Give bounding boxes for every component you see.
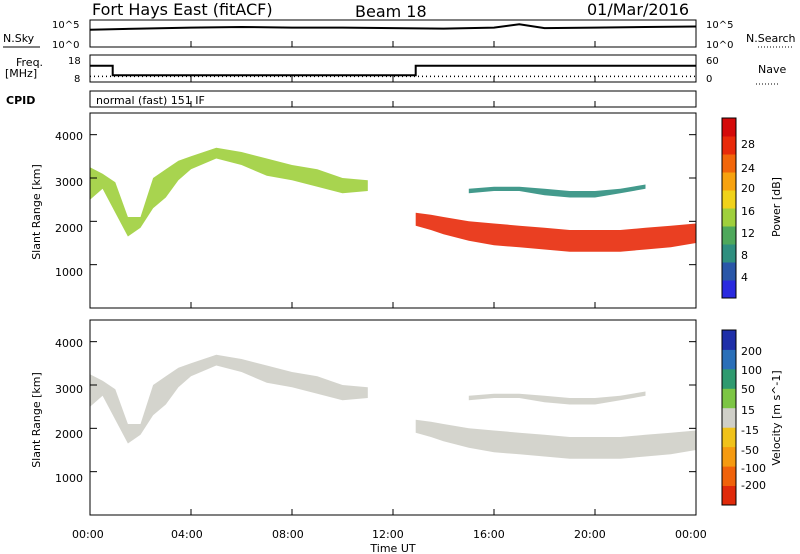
xtick-0: 00:00 [72, 528, 104, 541]
radar-title: Fort Hays East (fitACF) [92, 0, 273, 19]
freq-tick-top: 18 [68, 56, 81, 67]
power-cbar-swatch-9 [722, 118, 736, 137]
velocity-colorbar-border [721, 329, 737, 506]
velocity-cbar-swatch-7 [722, 349, 736, 370]
power-cbar-tick-16: 16 [741, 205, 755, 218]
velocity-cbar-swatch-2 [722, 446, 736, 467]
power-ytick-3000: 3000 [55, 176, 83, 189]
nave-tick-bottom: 0 [706, 74, 712, 85]
nave-label: Nave [758, 63, 786, 76]
power-cbar-tick-24: 24 [741, 162, 755, 175]
velocity-ylabel: Slant Range [km] [30, 372, 43, 468]
cpid-text: normal (fast) 151 IF [96, 94, 205, 107]
power-panel-frame [89, 112, 697, 309]
power-heatmap [90, 147, 696, 252]
power-colorbar-border [721, 117, 737, 299]
x-axis-label: Time UT [369, 542, 415, 554]
xtick-3: 12:00 [372, 528, 404, 541]
power-cbar-swatch-2 [722, 244, 736, 263]
power-cbar-tick-12: 12 [741, 227, 755, 240]
velocity-colorbar [722, 330, 736, 506]
power-data-band-1 [415, 212, 696, 252]
velocity-cbar-swatch-0 [722, 485, 736, 506]
velocity-ytick-4000: 4000 [55, 337, 83, 350]
velocity-data-band-0 [90, 354, 368, 444]
velocity-cbar-label: Velocity [m s^-1] [770, 370, 783, 465]
velocity-cbar-tick-minus50: -50 [741, 444, 759, 457]
power-cbar-swatch-7 [722, 154, 736, 173]
velocity-cbar-swatch-8 [722, 330, 736, 350]
freq-label-line1: Freq. [16, 56, 43, 69]
power-ytick-1000: 1000 [55, 266, 83, 279]
nave-tick-top: 60 [706, 56, 719, 67]
power-cbar-swatch-1 [722, 262, 736, 281]
velocity-cbar-tick-minus200: -200 [741, 479, 766, 492]
velocity-cbar-swatch-3 [722, 427, 736, 448]
power-cbar-swatch-8 [722, 136, 736, 155]
power-cbar-tick-28: 28 [741, 138, 755, 151]
velocity-ytick-1000: 1000 [55, 472, 83, 485]
xtick-6: 00:00 [675, 528, 707, 541]
velocity-cbar-swatch-6 [722, 368, 736, 389]
power-colorbar [722, 118, 736, 299]
velocity-cbar-tick-minus100: -100 [741, 462, 766, 475]
xtick-2: 08:00 [272, 528, 304, 541]
nsky-tick-bottom: 10^0 [52, 40, 79, 51]
power-cbar-swatch-5 [722, 190, 736, 209]
freq-tick-bottom: 8 [74, 74, 80, 85]
axis-ticks [89, 41, 697, 515]
power-cbar-swatch-3 [722, 226, 736, 245]
velocity-panel-frame [89, 319, 697, 516]
velocity-cbar-tick-15: 15 [741, 404, 755, 417]
freq-series-line [90, 64, 696, 77]
nsearch-label: N.Search [746, 32, 796, 45]
power-cbar-tick-8: 8 [741, 249, 748, 262]
velocity-heatmap [90, 354, 696, 459]
power-ytick-4000: 4000 [55, 130, 83, 143]
velocity-cbar-swatch-5 [722, 388, 736, 409]
power-ylabel: Slant Range [km] [30, 164, 43, 260]
nsky-label: N.Sky [3, 32, 35, 45]
nsearch-tick-top: 10^5 [706, 20, 733, 31]
xtick-1: 04:00 [171, 528, 203, 541]
power-cbar-swatch-6 [722, 172, 736, 191]
velocity-data-band-1 [415, 419, 696, 459]
freq-label-line2: [MHz] [5, 67, 37, 80]
xtick-5: 20:00 [574, 528, 606, 541]
nsearch-tick-bottom: 10^0 [706, 40, 733, 51]
velocity-cbar-tick-minus15: -15 [741, 424, 759, 437]
velocity-cbar-tick-200: 200 [741, 345, 762, 358]
velocity-cbar-swatch-4 [722, 407, 736, 428]
power-ytick-2000: 2000 [55, 222, 83, 235]
velocity-data-band-2 [468, 391, 646, 405]
date-label: 01/Mar/2016 [587, 0, 689, 19]
nsky-tick-top: 10^5 [52, 20, 79, 31]
power-cbar-tick-20: 20 [741, 182, 755, 195]
power-data-band-2 [468, 184, 646, 198]
power-cbar-label: Power [dB] [770, 177, 783, 237]
power-cbar-swatch-4 [722, 208, 736, 227]
xtick-4: 16:00 [473, 528, 505, 541]
power-cbar-tick-4: 4 [741, 271, 748, 284]
cpid-label: CPID [6, 94, 35, 107]
beam-label: Beam 18 [355, 2, 427, 21]
velocity-cbar-swatch-1 [722, 466, 736, 486]
power-data-band-0 [90, 147, 368, 237]
velocity-cbar-tick-50: 50 [741, 383, 755, 396]
velocity-ytick-2000: 2000 [55, 428, 83, 441]
velocity-cbar-tick-100: 100 [741, 364, 762, 377]
velocity-ytick-3000: 3000 [55, 383, 83, 396]
nsky-series-line [89, 23, 697, 31]
power-cbar-swatch-0 [722, 280, 736, 299]
